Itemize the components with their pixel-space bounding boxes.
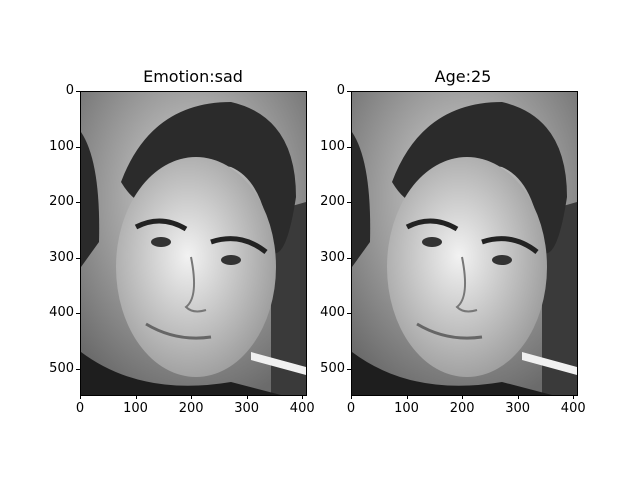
x-tick-label: 100 [123, 401, 148, 416]
x-tick-label: 200 [449, 401, 475, 416]
y-tick-label: 200 [320, 194, 345, 210]
x-tick-mark [135, 395, 137, 399]
x-tick-label: 400 [560, 401, 586, 416]
y-tick-mark [347, 146, 351, 148]
y-tick-label: 500 [320, 360, 345, 376]
y-tick-label: 400 [320, 305, 345, 321]
x-tick-mark [573, 395, 575, 399]
y-tick-mark [347, 91, 351, 92]
y-tick-label: 300 [320, 249, 345, 265]
x-tick-label: 200 [178, 401, 204, 416]
panel-title: Age:25 [434, 67, 492, 86]
y-tick-label: 200 [49, 194, 74, 210]
x-tick-label: 0 [346, 401, 356, 416]
y-tick-mark [76, 313, 80, 315]
x-tick-mark [351, 395, 352, 399]
y-tick-label: 500 [49, 360, 74, 376]
x-tick-label: 300 [505, 401, 531, 416]
y-tick-mark [347, 257, 351, 259]
face-photo [352, 92, 577, 395]
x-tick-label: 0 [75, 401, 85, 416]
face-photo [81, 92, 306, 395]
x-tick-mark [246, 395, 248, 399]
x-tick-mark [462, 395, 464, 399]
x-tick-mark [406, 395, 408, 399]
x-tick-mark [80, 395, 81, 399]
y-tick-mark [76, 257, 80, 259]
x-tick-label: 300 [234, 401, 260, 416]
y-tick-label: 0 [65, 83, 74, 98]
x-tick-mark [302, 395, 304, 399]
panel-title: Emotion:sad [143, 67, 243, 86]
y-tick-mark [347, 202, 351, 204]
y-tick-mark [76, 146, 80, 148]
x-tick-mark [517, 395, 519, 399]
y-tick-label: 400 [49, 305, 74, 321]
x-tick-mark [191, 395, 193, 399]
image-axes [351, 91, 578, 396]
y-tick-label: 100 [320, 138, 345, 154]
image-axes [80, 91, 307, 396]
y-tick-label: 0 [336, 83, 345, 98]
y-tick-mark [347, 368, 351, 370]
y-tick-mark [76, 91, 80, 92]
y-tick-mark [347, 313, 351, 315]
y-tick-mark [76, 202, 80, 204]
y-tick-label: 300 [49, 249, 74, 265]
y-tick-mark [76, 368, 80, 370]
y-tick-label: 100 [49, 138, 74, 154]
x-tick-label: 400 [289, 401, 315, 416]
x-tick-label: 100 [394, 401, 419, 416]
